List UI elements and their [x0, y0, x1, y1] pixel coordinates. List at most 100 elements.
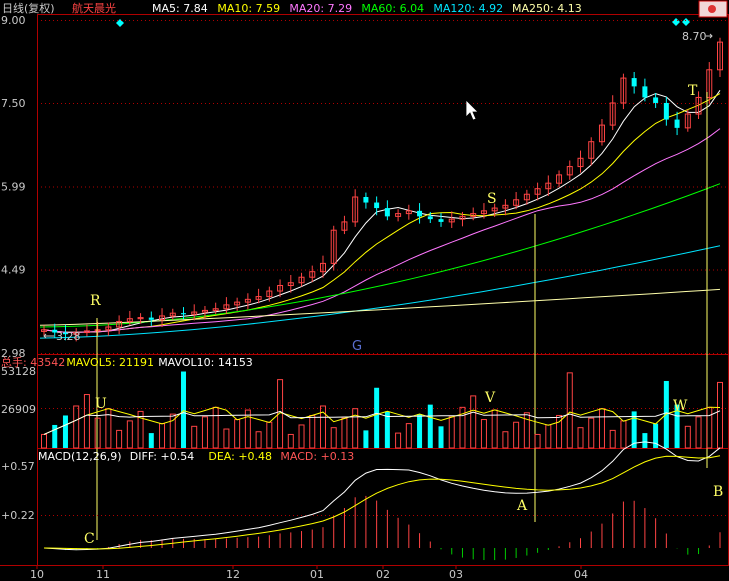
candle-up — [191, 311, 198, 315]
x-axis-label: 01 — [310, 568, 324, 581]
volume-bar-down — [674, 404, 680, 448]
candle-up — [470, 213, 477, 217]
annotation-a: A — [516, 498, 528, 514]
volume-bar-up — [588, 417, 595, 449]
candle-up — [556, 174, 563, 184]
mavol5-line — [43, 406, 721, 435]
vol-legend-item: MAVOL10: 14153 — [158, 356, 253, 369]
period-label: 日线(复权) — [2, 1, 55, 15]
volume-bar-down — [631, 411, 637, 448]
volume-bar-up — [266, 421, 273, 449]
annotation-g: G — [352, 339, 362, 354]
volume-bar-up — [201, 416, 208, 449]
macd-legend-item: MACD(12,26,9) — [38, 450, 122, 463]
candle-up — [201, 309, 208, 313]
volume-ma-lines — [43, 406, 721, 435]
volume-bar-up — [480, 419, 487, 449]
low-arrow-icon — [43, 333, 54, 339]
candle-up — [298, 276, 305, 284]
volume-bar-up — [695, 416, 702, 449]
volume-bar-up — [523, 412, 530, 449]
volume-bar-up — [73, 405, 80, 449]
ma-legend-item: MA10: 7.59 — [217, 2, 280, 15]
candle-down — [180, 313, 186, 315]
volume-bar-down — [374, 387, 380, 448]
candle-down — [427, 216, 433, 220]
volume-bar-up — [169, 413, 176, 449]
candle-up — [459, 215, 466, 220]
price-tick-label: 7.50 — [1, 97, 26, 110]
macd-legend-item: DIFF: +0.54 — [130, 450, 194, 463]
volume-bar-up — [609, 429, 616, 449]
volume-bar-up — [255, 431, 262, 449]
top-right-markers — [116, 0, 728, 27]
volume-bar-up — [491, 409, 498, 449]
candle-down — [417, 210, 423, 217]
candle-up — [577, 157, 584, 168]
candle-up — [695, 96, 702, 115]
volume-bar-down — [427, 404, 433, 448]
ma120-line — [39, 245, 721, 339]
volume-bar-up — [212, 406, 219, 449]
candle-down — [384, 208, 390, 217]
volume-bar-up — [94, 417, 101, 449]
volume-bar-up — [395, 432, 402, 449]
volume-bar-up — [319, 405, 326, 449]
candle-up — [491, 207, 498, 212]
volume-bar-down — [417, 414, 423, 448]
price-y-ticks: 9.00 7.50 5.99 4.49 2.98 — [1, 14, 26, 360]
x-axis-label: 11 — [96, 568, 110, 581]
candle-up — [105, 326, 112, 331]
candle-down — [363, 197, 369, 203]
ma5-line — [43, 90, 721, 333]
volume-bar-up — [244, 409, 251, 449]
volume-bar-up — [298, 424, 305, 449]
candle-up — [244, 298, 251, 303]
candle-up — [684, 113, 691, 129]
candle-up — [341, 221, 348, 231]
macd-tick-mid: +0.22 — [1, 509, 35, 522]
candle-up — [566, 166, 573, 176]
x-axis-label: 02 — [376, 568, 390, 581]
volume-bar-up — [126, 420, 133, 449]
candle-down — [374, 202, 380, 209]
ma20-line — [43, 128, 721, 333]
volume-bar-up — [234, 419, 241, 449]
candle-up — [588, 141, 595, 159]
diff-line — [43, 441, 721, 551]
price-tick-label: 5.99 — [1, 181, 26, 194]
candle-up — [41, 329, 47, 332]
macd-histogram — [54, 495, 721, 561]
candle-down — [663, 102, 669, 120]
volume-tick-mid: 26909 — [1, 403, 36, 416]
volume-bar-up — [566, 372, 573, 449]
macd-legend: MACD(12,26,9) DIFF: +0.54 DEA: +0.48 MACD: … — [38, 450, 354, 463]
volume-bar-up — [448, 416, 455, 449]
volume-bar-up — [191, 425, 198, 449]
candle-down — [438, 219, 444, 222]
volume-bar-up — [545, 424, 552, 449]
candle-up — [137, 317, 144, 320]
candle-up — [169, 312, 176, 317]
volume-bar-up — [341, 417, 348, 449]
candle-up — [620, 77, 627, 104]
volume-bar-down — [363, 430, 369, 448]
ma-legend-item: MA60: 6.04 — [361, 2, 424, 15]
x-axis-label: 12 — [226, 568, 240, 581]
volume-bar-up — [598, 408, 605, 449]
high-arrow-icon — [706, 33, 713, 39]
stock-name: 航天晨光 — [72, 1, 116, 15]
macd-legend-item: DEA: +0.48 — [208, 450, 272, 463]
candle-up — [116, 320, 123, 328]
macd-legend-item: MACD: +0.13 — [280, 450, 354, 463]
candle-up — [277, 285, 284, 292]
volume-bar-up — [287, 433, 294, 449]
volume-bar-up — [706, 406, 713, 449]
volume-bar-up — [41, 433, 47, 449]
candle-up — [534, 188, 541, 195]
volume-bar-up — [223, 428, 230, 449]
candle-up — [502, 204, 509, 209]
volume-tick-top: 53128 — [1, 365, 36, 378]
volume-bar-up — [159, 423, 166, 449]
